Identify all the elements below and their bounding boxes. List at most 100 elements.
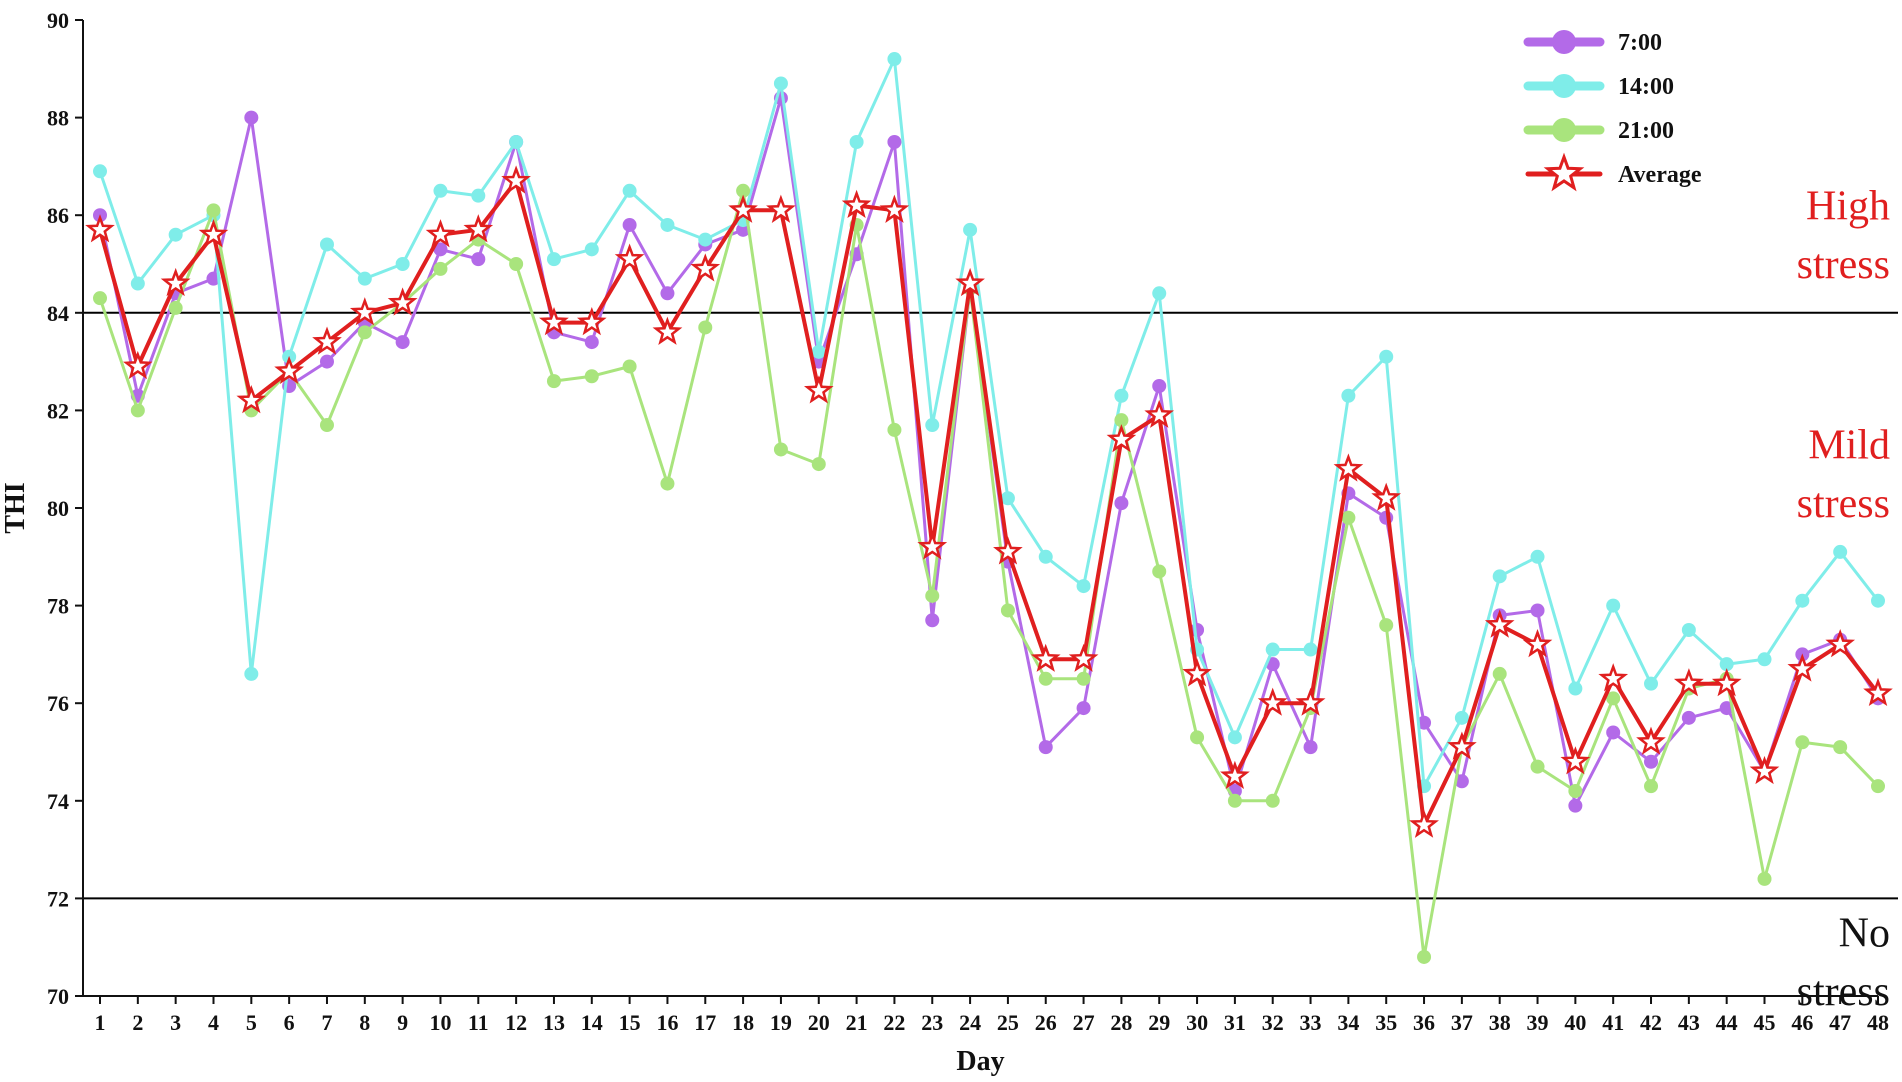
x-tick-label: 18 <box>732 1010 754 1035</box>
x-tick-label: 15 <box>619 1010 641 1035</box>
data-point-average <box>879 194 910 223</box>
x-tick-label: 4 <box>208 1010 219 1035</box>
y-tick-label: 84 <box>47 301 69 326</box>
data-point-700 <box>584 335 599 350</box>
x-tick-label: 39 <box>1527 1010 1549 1035</box>
x-tick-label: 34 <box>1337 1010 1359 1035</box>
x-tick-label: 16 <box>656 1010 678 1035</box>
data-point-1400 <box>1114 388 1129 403</box>
x-tick-label: 45 <box>1754 1010 1776 1035</box>
data-point-1400 <box>130 276 145 291</box>
data-point-2100 <box>1568 784 1583 799</box>
data-point-1400 <box>93 164 107 179</box>
data-point-2100 <box>1795 735 1810 750</box>
data-point-average <box>349 297 380 326</box>
data-point-2100 <box>93 291 107 306</box>
x-tick-label: 33 <box>1300 1010 1322 1035</box>
data-point-average <box>1106 424 1137 453</box>
x-tick-label: 9 <box>397 1010 408 1035</box>
x-tick-label: 29 <box>1148 1010 1170 1035</box>
data-point-1400 <box>698 232 713 247</box>
data-point-average <box>1863 677 1893 707</box>
y-tick-label: 82 <box>47 398 69 423</box>
data-point-1400 <box>1227 730 1242 745</box>
x-tick-label: 47 <box>1829 1010 1851 1035</box>
x-tick-label: 36 <box>1413 1010 1435 1035</box>
data-point-700 <box>1038 740 1053 755</box>
data-point-1400 <box>357 271 372 286</box>
data-point-700 <box>1606 725 1621 740</box>
data-point-2100 <box>546 374 561 389</box>
data-point-2100 <box>319 418 334 433</box>
data-point-average <box>917 531 948 560</box>
data-point-1400 <box>1644 676 1659 691</box>
zone-label: stress <box>1797 242 1890 288</box>
legend-marker <box>1552 30 1576 54</box>
data-point-700 <box>1644 754 1659 769</box>
data-point-average <box>539 307 569 336</box>
data-point-1400 <box>1076 579 1091 594</box>
data-point-average <box>841 189 872 219</box>
x-tick-label: 23 <box>921 1010 943 1035</box>
data-point-1400 <box>660 217 675 232</box>
x-tick-label: 30 <box>1186 1010 1208 1035</box>
data-point-1400 <box>1341 388 1356 403</box>
data-point-average <box>1068 643 1099 672</box>
data-point-1400 <box>433 183 448 198</box>
data-point-2100 <box>1227 793 1242 808</box>
data-point-average <box>1144 399 1175 428</box>
data-point-1400 <box>1681 623 1696 637</box>
x-tick-label: 24 <box>959 1010 981 1035</box>
data-point-average <box>1409 809 1439 838</box>
legend-label: 14:00 <box>1618 74 1674 100</box>
data-point-1400 <box>509 135 524 149</box>
data-point-1400 <box>1038 549 1053 564</box>
zone-label: No <box>1839 911 1890 957</box>
x-tick-label: 27 <box>1073 1010 1095 1035</box>
x-tick-label: 13 <box>543 1010 565 1035</box>
legend-marker <box>1552 74 1576 98</box>
x-tick-label: 35 <box>1375 1010 1397 1035</box>
data-point-2100 <box>773 442 788 457</box>
data-point-average <box>387 287 418 316</box>
data-point-700 <box>1114 496 1129 511</box>
legend-label: 21:00 <box>1618 118 1674 144</box>
legend: 7:00 14:00 21:00 Average <box>1523 30 1702 192</box>
data-point-1400 <box>584 242 599 257</box>
zone-label: Mild <box>1808 423 1890 469</box>
data-point-2100 <box>1190 730 1205 745</box>
data-point-1400 <box>1492 569 1507 584</box>
data-point-average <box>1257 687 1288 716</box>
data-point-average <box>198 219 229 248</box>
data-point-2100 <box>1757 871 1772 886</box>
data-point-average <box>690 253 721 282</box>
data-point-average <box>1295 687 1326 716</box>
data-point-1400 <box>1719 657 1734 672</box>
y-tick-label: 74 <box>47 789 69 814</box>
x-tick-label: 3 <box>170 1010 181 1035</box>
x-tick-label: 14 <box>581 1010 603 1035</box>
data-point-average <box>1371 482 1402 511</box>
data-point-700 <box>1681 710 1696 725</box>
data-point-2100 <box>1114 413 1129 428</box>
x-tick-label: 17 <box>694 1010 716 1035</box>
data-point-2100 <box>1644 779 1659 794</box>
data-point-700 <box>1454 774 1469 789</box>
data-point-average <box>1447 731 1477 760</box>
data-point-2100 <box>1000 603 1015 618</box>
data-point-700 <box>1530 603 1545 618</box>
data-point-2100 <box>1530 759 1545 774</box>
data-point-700 <box>471 252 486 267</box>
data-point-2100 <box>1417 949 1432 964</box>
data-point-2100 <box>736 183 751 198</box>
data-point-1400 <box>1303 642 1318 657</box>
y-tick-label: 86 <box>47 203 69 228</box>
data-point-2100 <box>1379 618 1394 633</box>
data-point-2100 <box>698 320 713 335</box>
data-point-average <box>236 384 267 414</box>
data-point-1400 <box>546 252 561 267</box>
data-point-1400 <box>811 344 826 359</box>
x-tick-label: 20 <box>808 1010 830 1035</box>
x-tick-label: 25 <box>997 1010 1019 1035</box>
data-point-2100 <box>1871 779 1885 794</box>
